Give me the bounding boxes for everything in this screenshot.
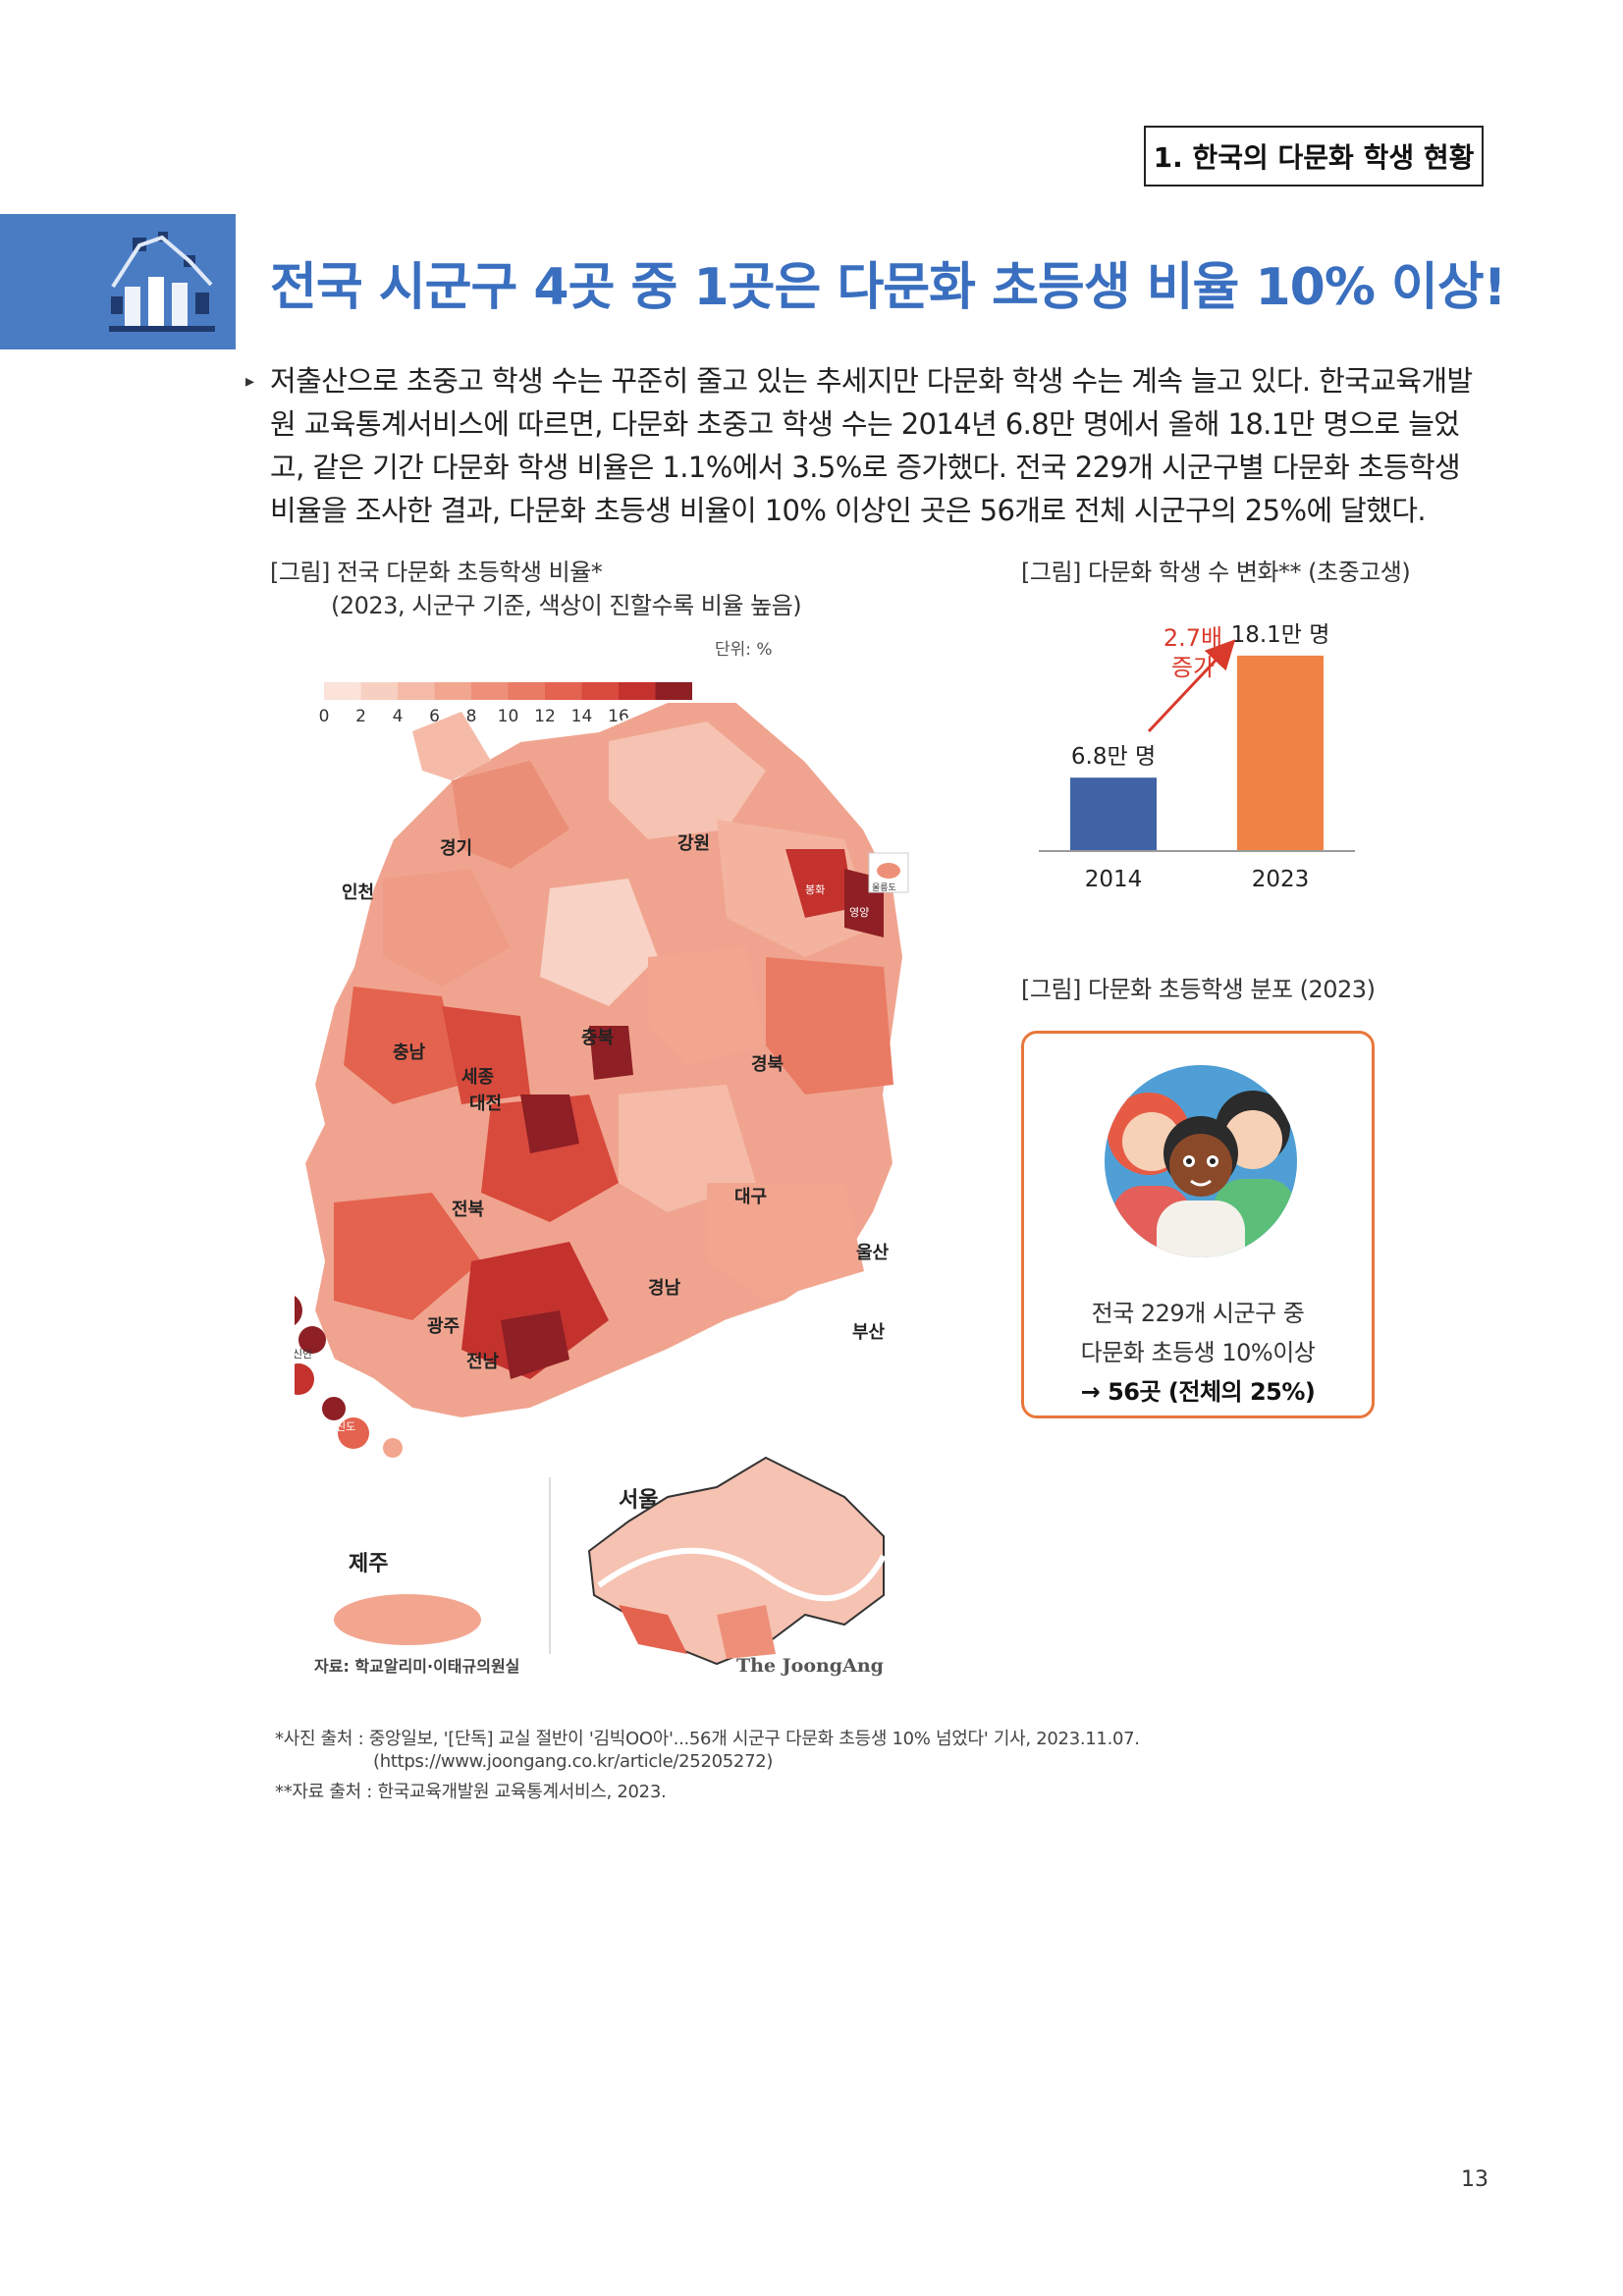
footnote-1: *사진 출처 : 중앙일보, '[단독] 교실 절반이 '김빅OO아'...56… [275, 1729, 1140, 1749]
korea-choropleth-map: 단위: % 02468101214161820 [267, 633, 943, 1688]
label-incheon: 인천 [342, 882, 374, 903]
card-line-2: 다문화 초등생 10%이상 [1080, 1339, 1316, 1366]
legend-tick-label: 0 [319, 707, 330, 726]
card-caption: [그림] 다문화 초등학생 분포 (2023) [1021, 976, 1376, 1003]
map-caption-sub: (2023, 시군구 기준, 색상이 진할수록 비율 높음) [331, 592, 802, 619]
legend-tick-label: 2 [355, 707, 366, 726]
map-source: 자료: 학교알리미·이태규의원실 [314, 1657, 519, 1676]
legend-swatch [619, 682, 656, 700]
map-publisher: The JoongAng [736, 1655, 884, 1677]
card-line-1: 전국 229개 시군구 중 [1091, 1300, 1305, 1327]
label-chungnam: 충남 [393, 1042, 426, 1063]
label-sejong: 세종 [461, 1067, 494, 1088]
growth-annotation-line1: 2.7배 [1163, 624, 1222, 652]
label-daejeon: 대전 [469, 1094, 502, 1114]
label-gyeonggi: 경기 [440, 838, 472, 859]
map-unit-label: 단위: % [715, 640, 773, 660]
diverse-students-icon [1105, 1065, 1297, 1257]
card-line-3: → 56곳 (전체의 25%) [1080, 1378, 1316, 1406]
jeju-shape [334, 1594, 481, 1645]
page-number: 13 [1461, 2167, 1488, 2192]
bullet-marker: ▸ [245, 371, 255, 392]
label-jeju: 제주 [349, 1552, 388, 1576]
label-busan: 부산 [852, 1322, 886, 1343]
growth-annotation-line2: 증가 [1171, 654, 1215, 681]
map-legend [324, 682, 692, 700]
stat-card: 전국 229개 시군구 중 다문화 초등생 10%이상 → 56곳 (전체의 2… [1021, 1031, 1375, 1418]
map-legend-ticks: 02468101214161820 [319, 707, 703, 726]
footnote-1-url: (https://www.joongang.co.kr/article/2520… [373, 1751, 774, 1772]
page-title: 전국 시군구 4곳 중 1곳은 다문화 초등생 비율 10% 이상! [270, 258, 1506, 317]
label-ulsan: 울산 [856, 1243, 890, 1263]
body-paragraph: 저출산으로 초중고 학생 수는 꾸준히 줄고 있는 추세지만 다문화 학생 수는… [270, 364, 1473, 527]
label-jindo: 진도 [336, 1420, 355, 1433]
trend-arrow [1147, 639, 1236, 733]
legend-tick-label: 14 [571, 707, 593, 726]
legend-swatch [360, 682, 398, 700]
legend-tick-label: 10 [498, 707, 519, 726]
label-gangwon: 강원 [677, 833, 710, 854]
label-daegu: 대구 [734, 1187, 767, 1207]
label-gyeongbuk: 경북 [751, 1054, 784, 1075]
bar-caption: [그림] 다문화 학생 수 변화** (초중고생) [1021, 559, 1411, 586]
section-tag: 1. 한국의 다문화 학생 현황 [1144, 126, 1484, 187]
map-svg: 단위: % 02468101214161820 [267, 640, 909, 1677]
legend-tick-label: 4 [393, 707, 404, 726]
footnote-2: **자료 출처 : 한국교육개발원 교육통계서비스, 2023. [275, 1782, 667, 1802]
bar-2014 [1070, 777, 1157, 851]
label-ulleungdo: 울릉도 [872, 882, 896, 893]
label-jeonnam: 전남 [466, 1352, 500, 1372]
legend-tick-label: 12 [534, 707, 556, 726]
label-sinan: 신안 [295, 1348, 312, 1361]
legend-swatch [545, 682, 582, 700]
map-caption: [그림] 전국 다문화 초등학생 비율* [270, 559, 603, 586]
label-jeonbuk: 전북 [452, 1200, 484, 1220]
label-bonghwa: 봉화 [805, 883, 825, 896]
chart-icon [103, 228, 221, 338]
label-yeongyang: 영양 [849, 906, 869, 919]
bar-category-label: 2014 [1085, 867, 1143, 892]
label-gwangju: 광주 [427, 1316, 460, 1337]
label-chungbuk: 충북 [581, 1028, 614, 1048]
bar-value-label: 6.8만 명 [1071, 744, 1156, 770]
bar-category-label: 2023 [1252, 867, 1310, 892]
legend-swatch [434, 682, 471, 700]
bar-2023 [1237, 655, 1324, 851]
legend-swatch [508, 682, 545, 700]
legend-swatch [655, 682, 692, 700]
legend-tick-label: 6 [429, 707, 440, 726]
label-gyeongnam: 경남 [648, 1278, 681, 1299]
bar-value-label: 18.1만 명 [1231, 622, 1330, 648]
legend-swatch [581, 682, 619, 700]
legend-tick-label: 8 [466, 707, 477, 726]
legend-swatch [324, 682, 361, 700]
legend-swatch [471, 682, 509, 700]
legend-swatch [398, 682, 435, 700]
bar-chart: 6.8만 명 2014 18.1만 명 2023 2.7배 증가 [1039, 622, 1355, 892]
